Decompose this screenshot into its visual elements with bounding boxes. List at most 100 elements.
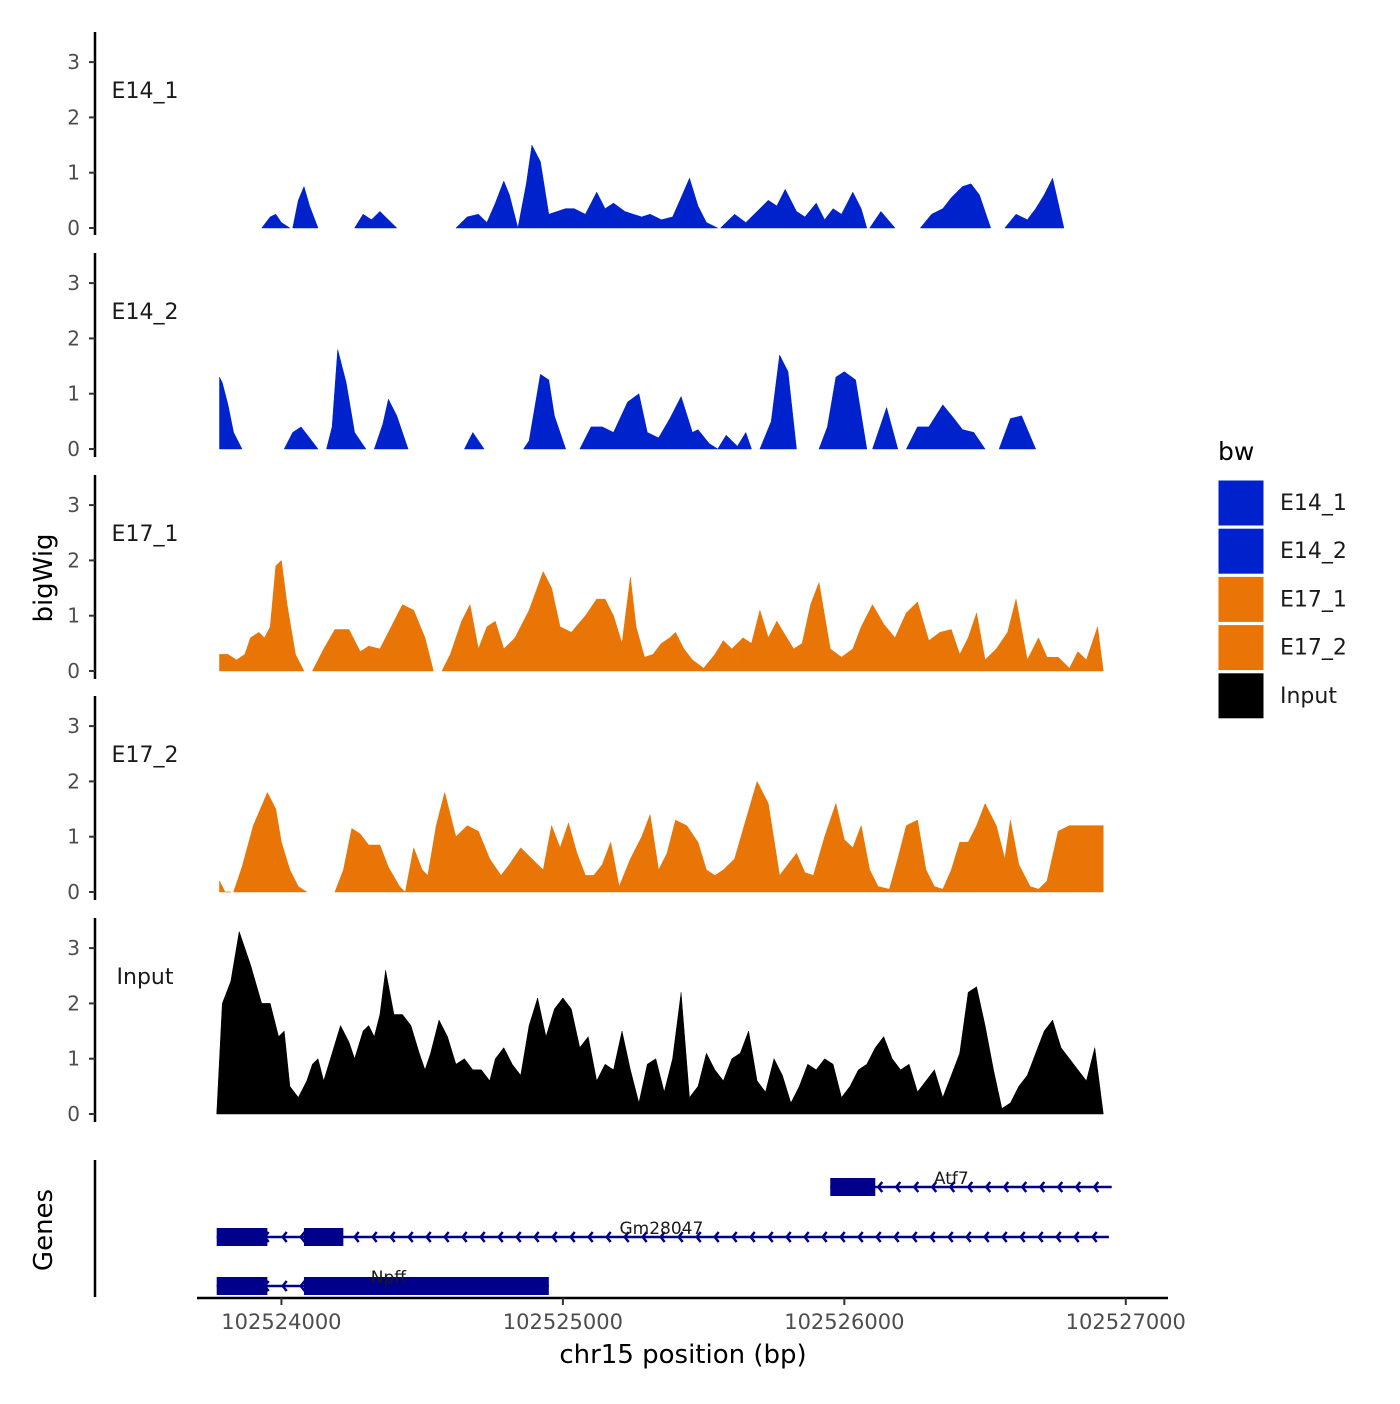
x-tick-label: 102525000 — [503, 1310, 623, 1334]
area-segment-E14_1 — [292, 185, 319, 229]
legend: bw E14_1 E14_2 E17_1 E17_2 Input — [1217, 437, 1347, 720]
gene-Atf7: Atf7 — [830, 1169, 1112, 1196]
y-tick-label: 3 — [67, 714, 80, 738]
area-segment-E14_1 — [354, 211, 398, 229]
track-E14_1: 0 1 2 3 E14_1 — [67, 32, 1065, 240]
y-tick-label: 3 — [67, 271, 80, 295]
y-tick-label: 2 — [67, 105, 80, 129]
gene-exon — [303, 1277, 549, 1295]
area-segment-E17_2 — [334, 827, 406, 893]
y-axis-title: bigWig — [29, 533, 59, 622]
legend-label: E17_2 — [1280, 636, 1347, 661]
gene-label: Npff — [371, 1268, 408, 1288]
area-segment-E14_2 — [998, 415, 1037, 450]
y-tick-label: 3 — [67, 493, 80, 517]
x-axis: 102524000 102525000 102526000 102527000 — [197, 1296, 1186, 1334]
area-segment-E17_1 — [441, 570, 662, 672]
gene-label: Atf7 — [934, 1169, 969, 1189]
legend-title: bw — [1218, 437, 1254, 466]
track-label-E17_2: E17_2 — [112, 743, 179, 768]
area-segment-E17_2 — [618, 780, 837, 893]
legend-swatch — [1217, 624, 1265, 672]
y-tick-label: 2 — [67, 326, 80, 350]
area-segment-E17_1 — [742, 581, 969, 672]
y-tick-label: 2 — [67, 991, 80, 1015]
area-segment-E17_2 — [233, 791, 308, 893]
legend-item-E17_2: E17_2 — [1217, 624, 1347, 672]
y-tick-label: 1 — [67, 161, 80, 185]
area-segment-E14_2 — [373, 398, 409, 450]
track-E17_2: 0 1 2 3 E17_2 — [67, 696, 1104, 904]
legend-item-E17_1: E17_1 — [1217, 575, 1347, 623]
gene-Npff: Npff — [216, 1268, 549, 1295]
area-segment-E14_1 — [919, 183, 992, 229]
area-segment-E17_1 — [311, 604, 434, 672]
track-E17_1: 0 1 2 3 E17_1 — [67, 475, 1104, 683]
gene-Gm28047: Gm28047 — [216, 1219, 1109, 1246]
area-segment-E14_1 — [869, 210, 896, 229]
y-tick-label: 1 — [67, 1047, 80, 1071]
y-tick-label: 1 — [67, 382, 80, 406]
legend-swatch — [1217, 575, 1265, 623]
coverage-tracks: 0 1 2 3 E14_1 0 1 2 3 E14_2 0 1 2 3 E17_1 0 1 2 3 E17_2 0 1 2 3… — [67, 32, 1104, 1126]
y-tick-label: 0 — [67, 1102, 80, 1126]
y-tick-label: 0 — [67, 437, 80, 461]
area-segment-E14_2 — [905, 404, 986, 450]
gene-exon — [303, 1228, 344, 1246]
y-tick-label: 1 — [67, 825, 80, 849]
area-segment-E17_1 — [219, 559, 305, 672]
y-tick-label: 3 — [67, 50, 80, 74]
gene-label: Gm28047 — [619, 1219, 703, 1239]
area-segment-E14_2 — [523, 373, 567, 450]
area-segment-E17_1 — [967, 599, 1104, 672]
x-tick-label: 102527000 — [1066, 1310, 1186, 1334]
genes-panel: Atf7 Gm28047 Npff — [93, 1160, 1112, 1297]
legend-label: E14_1 — [1280, 491, 1347, 516]
area-segment-E17_2 — [835, 802, 1104, 893]
area-segment-E17_2 — [219, 880, 231, 893]
track-label-E14_1: E14_1 — [112, 79, 179, 104]
area-segment-E14_1 — [261, 213, 291, 229]
area-segment-E17_2 — [404, 792, 620, 893]
area-segment-E14_1 — [1004, 177, 1065, 229]
legend-item-E14_2: E14_2 — [1217, 527, 1347, 575]
area-segment-E17_1 — [661, 631, 744, 672]
legend-label: E17_1 — [1280, 587, 1347, 612]
area-segment-Input — [216, 931, 1104, 1115]
area-segment-E14_2 — [283, 426, 319, 450]
track-label-Input: Input — [117, 965, 174, 990]
y-tick-label: 1 — [67, 604, 80, 628]
genes-axis-title: Genes — [29, 1189, 59, 1271]
area-segment-E14_2 — [717, 431, 752, 450]
y-tick-label: 2 — [67, 769, 80, 793]
gene-exon — [216, 1228, 268, 1246]
track-label-E17_1: E17_1 — [112, 522, 179, 547]
track-Input: 0 1 2 3 Input — [67, 918, 1104, 1126]
area-segment-E14_2 — [326, 349, 367, 450]
y-tick-label: 0 — [67, 216, 80, 240]
legend-item-E14_1: E14_1 — [1217, 479, 1347, 527]
y-tick-label: 2 — [67, 548, 80, 572]
x-tick-label: 102526000 — [784, 1310, 904, 1334]
track-label-E14_2: E14_2 — [112, 300, 179, 325]
legend-item-Input: Input — [1217, 672, 1337, 720]
x-axis-title: chr15 position (bp) — [559, 1340, 806, 1370]
area-segment-E14_2 — [872, 406, 899, 450]
gene-exon — [216, 1277, 268, 1295]
area-segment-E14_2 — [579, 393, 719, 450]
y-tick-label: 3 — [67, 936, 80, 960]
track-E14_2: 0 1 2 3 E14_2 — [67, 253, 1037, 461]
x-tick-label: 102524000 — [221, 1310, 341, 1334]
legend-swatch — [1217, 479, 1265, 527]
area-segment-E14_2 — [818, 371, 868, 450]
legend-swatch — [1217, 527, 1265, 575]
area-segment-E14_2 — [219, 376, 243, 450]
area-segment-E14_1 — [517, 144, 718, 229]
area-segment-E14_2 — [759, 354, 797, 450]
area-segment-E14_1 — [719, 188, 868, 229]
y-tick-label: 0 — [67, 659, 80, 683]
area-segment-E14_2 — [463, 431, 485, 450]
legend-swatch — [1217, 672, 1265, 720]
